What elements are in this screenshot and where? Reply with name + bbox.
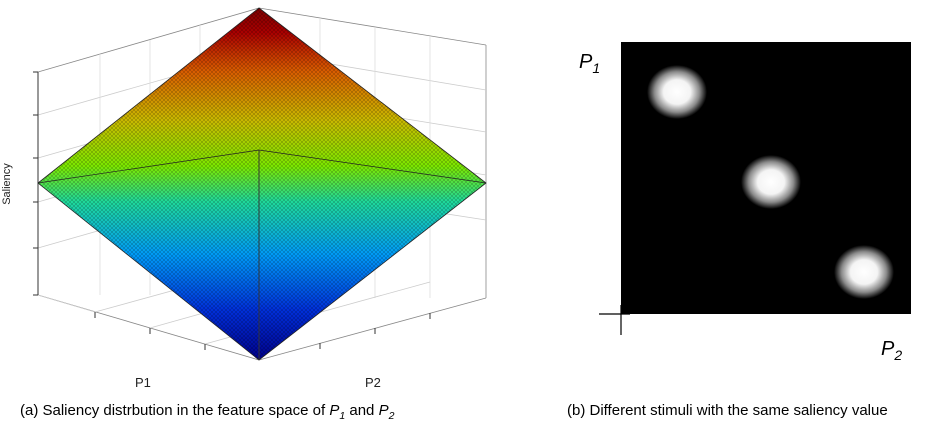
x-axis-label-p1: P1 [135,375,151,390]
stimulus-3 [834,245,894,299]
stimuli-panel [599,42,911,335]
p2-label: P2 [881,338,903,363]
saliency-surface-plot [33,7,487,361]
z-ticks [33,71,38,296]
caption-b: (b) Different stimuli with the same sali… [567,402,888,419]
y-axis-label: Saliency [0,163,13,205]
stimulus-2 [741,155,801,209]
stimulus-1 [647,65,707,119]
p1-label: P1 [579,51,601,76]
surface-mesh [38,8,486,360]
caption-a: (a) Saliency distrbution in the feature … [20,402,395,422]
x-axis-label-p2: P2 [365,375,381,390]
floor-ticks [94,312,431,350]
